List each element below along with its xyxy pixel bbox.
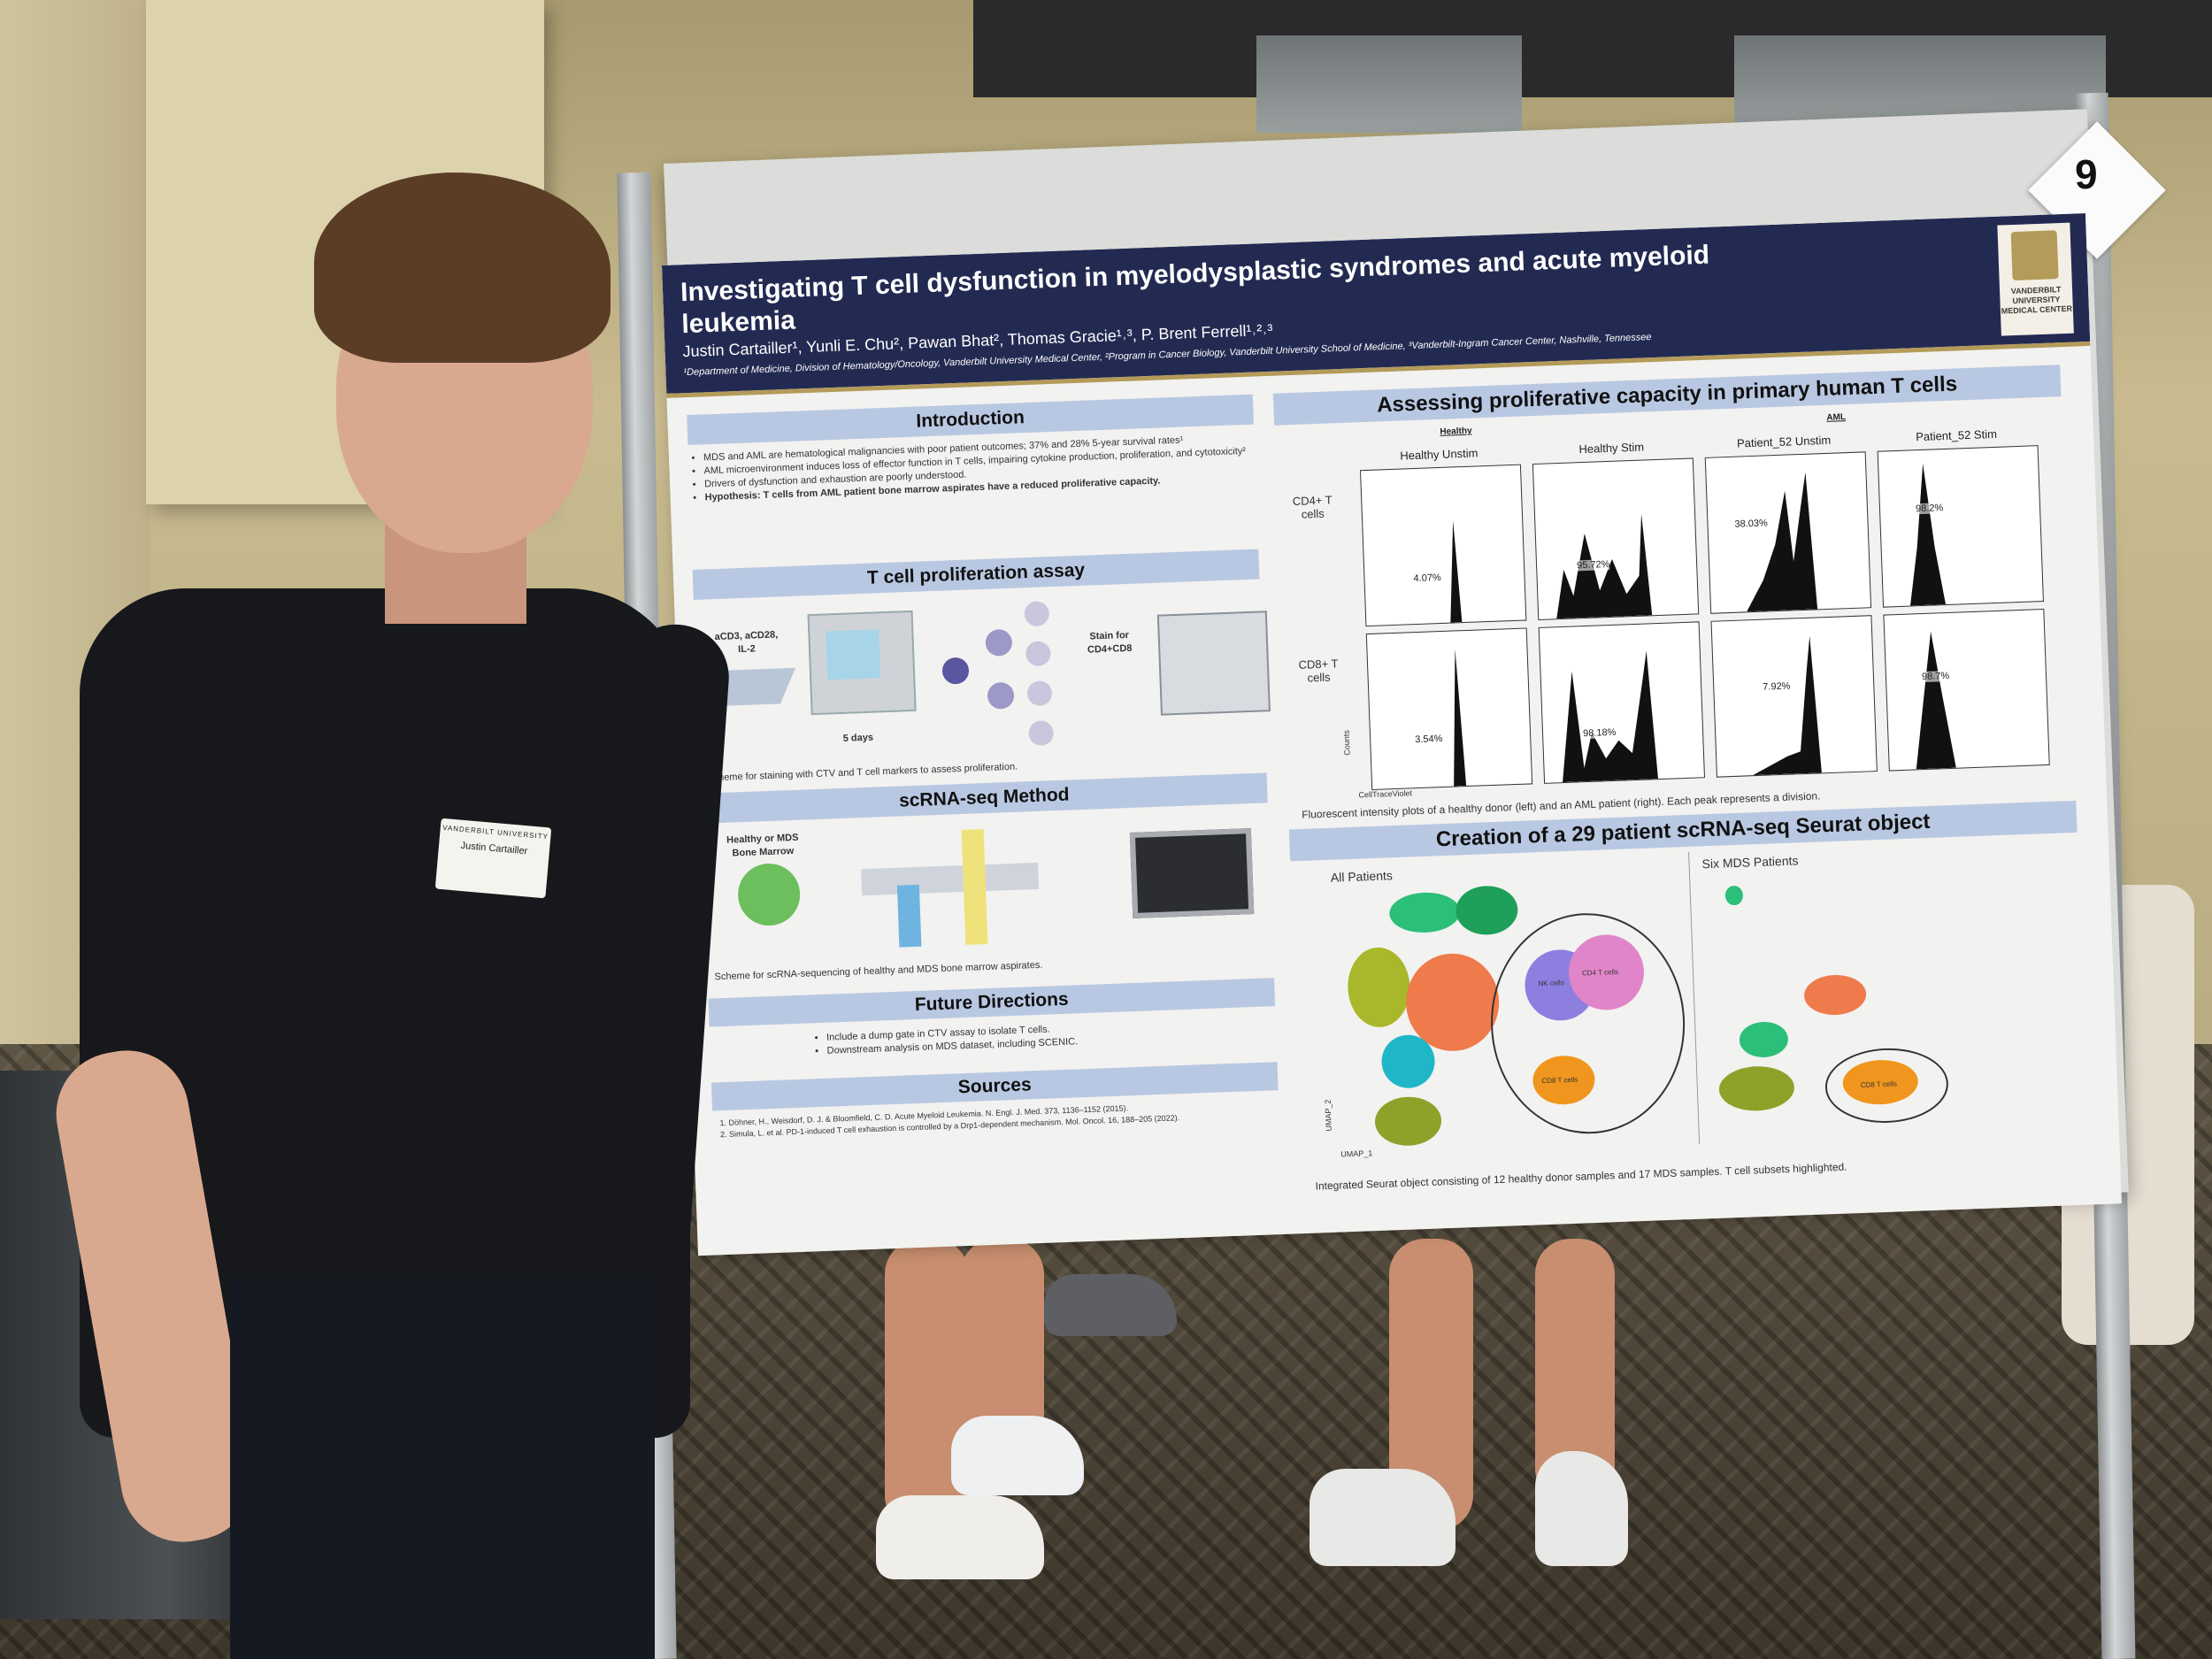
scrna-caption: Scheme for scRNA-sequencing of healthy a… (714, 959, 1043, 983)
assay-stain-label: Stain for CD4+CD8 (1087, 629, 1133, 656)
row-label-cd8: CD8+ T cells (1298, 657, 1339, 685)
name-tag-name: Justin Cartailler (460, 840, 528, 857)
microfluidics-channel (861, 862, 1040, 896)
microfluidics-channel (896, 884, 922, 948)
computer-monitor-icon (1129, 828, 1255, 918)
column-healthy-unstim: Healthy Unstim (1400, 446, 1479, 463)
visitor-shoe (951, 1416, 1084, 1495)
presenter: VANDERBILT UNIVERSITY Justin Cartailler (46, 164, 733, 1659)
research-poster: Investigating T cell dysfunction in myel… (662, 213, 2122, 1256)
presenter-pants (230, 1279, 655, 1659)
visitor-shoe (1044, 1274, 1177, 1336)
section-assay: T cell proliferation assay (692, 549, 1260, 600)
column-healthy-stim: Healthy Stim (1578, 440, 1645, 457)
umap-left-title: All Patients (1330, 868, 1394, 885)
umap-cluster (1455, 885, 1519, 936)
percent-label: 98.2% (1915, 503, 1944, 515)
histogram-xaxis-label: CellTraceViolet (1358, 788, 1413, 800)
board-number: 9 (2075, 151, 2098, 197)
column-patient-unstim: Patient_52 Unstim (1736, 433, 1832, 450)
cell-icon (1024, 601, 1050, 627)
histogram-cd4-healthy-stim: 95.72% (1532, 457, 1700, 620)
group-label-aml: AML (1826, 412, 1847, 423)
histogram-cd4-healthy-unstim: 4.07% (1360, 464, 1527, 627)
name-tag-org: VANDERBILT UNIVERSITY (442, 823, 549, 841)
name-tag: VANDERBILT UNIVERSITY Justin Cartailler (434, 818, 552, 899)
umap-cluster (1388, 891, 1462, 934)
histogram-cd4-patient-stim: 98.2% (1877, 445, 2044, 608)
umap-right-title: Six MDS Patients (1701, 853, 1799, 872)
seurat-caption: Integrated Seurat object consisting of 1… (1315, 1160, 1847, 1193)
bone-marrow-cells-icon (736, 862, 802, 927)
visitor-shoe (876, 1495, 1044, 1579)
row-label-cd4: CD4+ T cells (1292, 493, 1333, 521)
percent-label: 98.18% (1582, 726, 1617, 740)
flow-cytometer-icon (1156, 611, 1271, 716)
assay-caption: Scheme for staining with CTV and T cell … (707, 761, 1018, 784)
cell-icon (941, 657, 970, 685)
histogram-cd8-patient-unstim: 7.92% (1710, 615, 1878, 778)
cell-icon (1026, 680, 1053, 707)
histogram-yaxis-label: Counts (1341, 730, 1352, 756)
future-text: Include a dump gate in CTV assay to isol… (814, 1017, 1240, 1059)
presenter-hair (314, 173, 611, 363)
group-label-healthy: Healthy (1440, 426, 1472, 437)
umap-cluster (1346, 946, 1412, 1029)
cluster-label-cd8: CD8 T cells (1860, 1079, 1898, 1089)
umap-cluster (1718, 1064, 1795, 1112)
umap-cluster (1739, 1020, 1789, 1058)
cell-icon (1025, 641, 1051, 667)
histogram-cd8-patient-stim: 98.7% (1883, 609, 2050, 772)
percent-label: 98.7% (1921, 670, 1950, 683)
scrna-source-label: Healthy or MDS Bone Marrow (726, 832, 799, 859)
percent-label: 95.72% (1576, 558, 1610, 572)
visitor-shoe (1535, 1451, 1628, 1566)
window (1256, 35, 1522, 133)
umap-xaxis-label: UMAP_1 (1340, 1148, 1373, 1159)
cell-icon (1028, 720, 1055, 747)
umap-yaxis-label: UMAP_2 (1323, 1099, 1333, 1132)
visitor-shoe (1310, 1469, 1455, 1566)
section-proliferation: Assessing proliferative capacity in prim… (1272, 365, 2062, 426)
microfluidics-channel (961, 829, 988, 945)
percent-label: 7.92% (1763, 680, 1791, 693)
oak-leaf-icon (2010, 230, 2059, 281)
umap-cluster (1724, 885, 1744, 906)
cell-icon (987, 681, 1015, 710)
cluster-label-cd8: CD8 T cells (1541, 1075, 1578, 1086)
percent-label: 3.54% (1414, 733, 1443, 746)
cell-icon (985, 628, 1013, 657)
cluster-label-cd4: CD4 T cells (1581, 967, 1619, 978)
histogram-cd8-healthy-stim: 98.18% (1538, 621, 1706, 784)
umap-divider (1688, 851, 1701, 1144)
histogram-cd4-patient-unstim: 38.03% (1704, 451, 1872, 614)
assay-duration-label: 5 days (842, 732, 874, 744)
umap-cluster (1803, 973, 1867, 1017)
incubator-window (826, 629, 881, 680)
percent-label: 4.07% (1413, 572, 1441, 585)
umap-cluster (1374, 1095, 1442, 1148)
cluster-label-nk: NK cells (1538, 979, 1564, 988)
vanderbilt-logo: VANDERBILT UNIVERSITY MEDICAL CENTER (1997, 222, 2074, 336)
logo-text: VANDERBILT UNIVERSITY MEDICAL CENTER (2001, 285, 2073, 316)
introduction-text: MDS and AML are hematological malignanci… (691, 432, 1250, 505)
percent-label: 38.03% (1734, 518, 1769, 530)
histogram-cd8-healthy-unstim: 3.54% (1365, 627, 1533, 791)
column-patient-stim: Patient_52 Stim (1915, 426, 1998, 444)
